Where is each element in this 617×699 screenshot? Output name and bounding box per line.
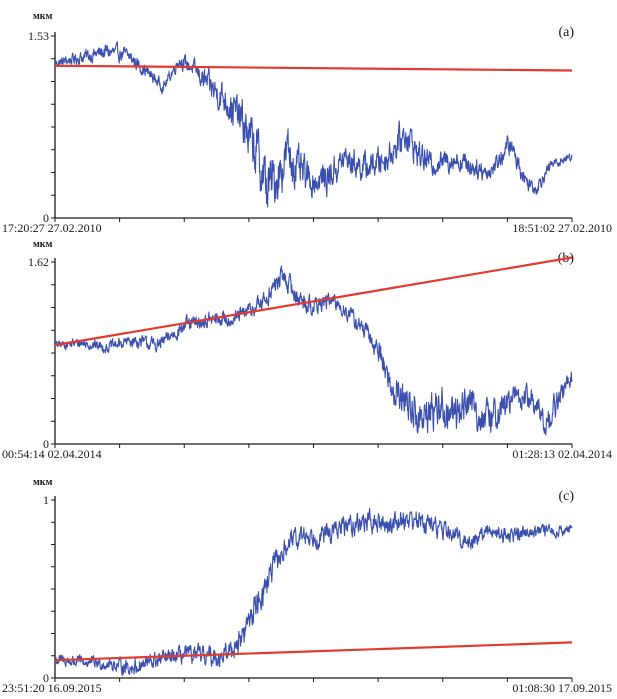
y-tick-label-zero: 0	[43, 211, 49, 225]
panel-a: 1.53 0 мкм (a) 17:20:27 27.02.2010 18:51:02 2…	[2, 11, 612, 235]
trend-line	[54, 64, 573, 72]
signal-series-line	[54, 507, 573, 677]
signal-series-line	[54, 41, 573, 208]
panel-c: 1 0 мкм (c) 23:51:20 16.09.2015 01:08:30 17.0…	[2, 477, 612, 695]
panel-tag: (c)	[558, 489, 574, 504]
x-end-label: 01:28:13 02.04.2014	[512, 447, 612, 461]
signal-series-line	[54, 265, 573, 436]
x-start-label: 23:51:20 16.09.2015	[2, 681, 102, 695]
y-tick-label-zero: 0	[43, 437, 49, 451]
x-start-label: 00:54:14 02.04.2014	[2, 447, 102, 461]
y-tick-label-max: 1.62	[28, 255, 49, 269]
y-tick-label-max: 1.53	[28, 29, 49, 43]
y-unit-label: мкм	[33, 477, 53, 488]
trend-line	[54, 641, 573, 662]
x-end-label: 01:08:30 17.09.2015	[512, 681, 612, 695]
trend-line	[54, 256, 573, 347]
y-tick-label-zero: 0	[43, 671, 49, 685]
x-start-label: 17:20:27 27.02.2010	[2, 221, 102, 235]
panel-tag: (a)	[558, 25, 574, 40]
y-unit-label: мкм	[33, 239, 53, 250]
x-end-label: 18:51:02 27.02.2010	[512, 221, 612, 235]
y-tick-label-max: 1	[43, 493, 49, 507]
y-unit-label: мкм	[33, 11, 53, 22]
